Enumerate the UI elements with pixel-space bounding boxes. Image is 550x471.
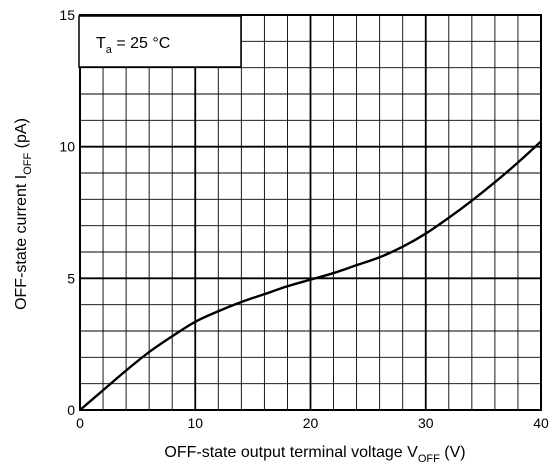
major-gridlines xyxy=(80,15,541,410)
x-tick-label: 0 xyxy=(76,415,84,431)
y-tick-label: 15 xyxy=(59,7,75,23)
tick-labels: 0 10 20 30 40 0 5 10 15 xyxy=(59,7,549,431)
x-tick-label: 20 xyxy=(303,415,319,431)
series-layer xyxy=(79,140,542,411)
annotation-text: Ta = 25 °C xyxy=(96,35,170,56)
y-axis-label: OFF-state current IOFF (pA) xyxy=(13,118,34,310)
series-line xyxy=(79,140,542,411)
y-tick-label: 5 xyxy=(67,270,75,286)
y-tick-label: 0 xyxy=(67,402,75,418)
x-tick-label: 10 xyxy=(187,415,203,431)
x-tick-label: 40 xyxy=(533,415,549,431)
annotation-box: Ta = 25 °C xyxy=(78,15,242,68)
plot-area-frame xyxy=(79,14,542,411)
x-axis-label: OFF-state output terminal voltage VOFF (… xyxy=(164,444,465,465)
y-tick-label: 10 xyxy=(59,139,75,155)
x-tick-label: 30 xyxy=(418,415,434,431)
